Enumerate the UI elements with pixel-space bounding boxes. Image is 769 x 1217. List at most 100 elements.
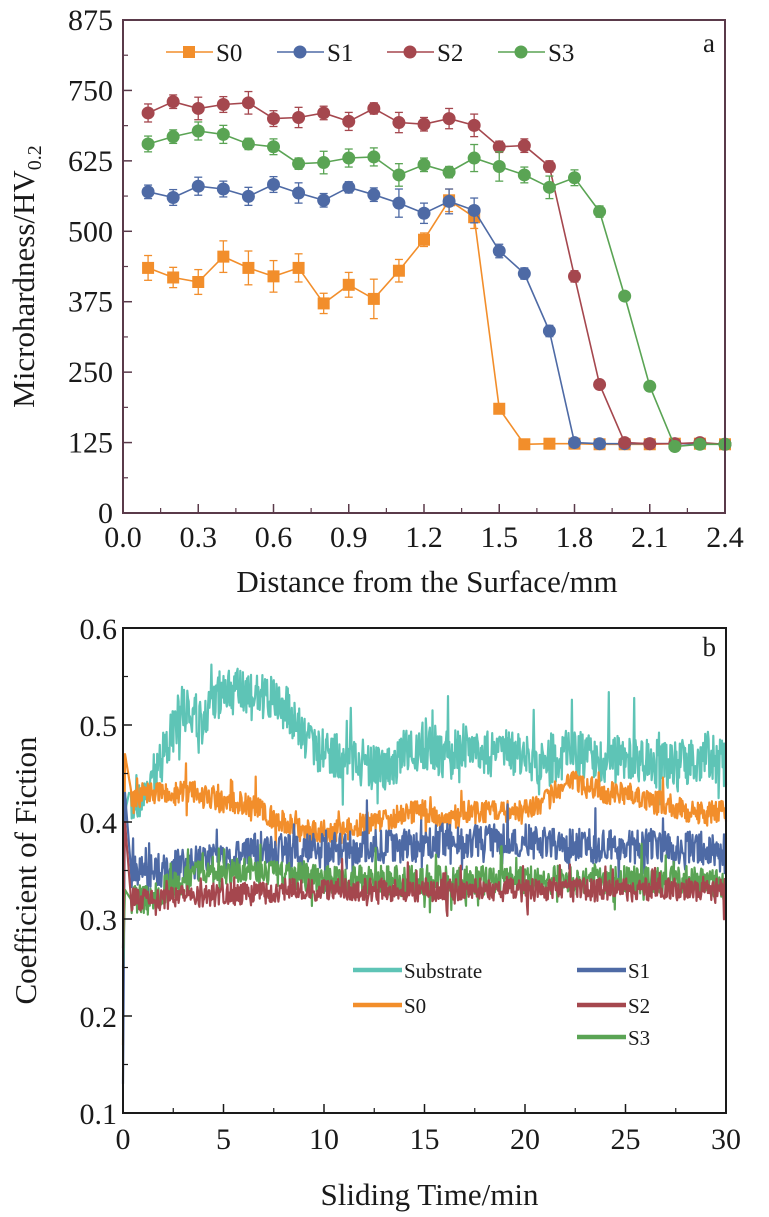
chart-a-point-s3 (292, 157, 306, 171)
chart-a-point-s2 (492, 140, 506, 154)
chart-a-y-tick-label: 375 (68, 286, 113, 319)
chart-a-y-tick-label: 625 (68, 145, 113, 178)
chart-a-y-tick-label: 250 (68, 356, 113, 389)
chart-a-point-s3 (542, 180, 556, 194)
chart-a-point-s0 (142, 261, 155, 274)
chart-a-point-s3 (643, 379, 657, 393)
chart-a-point-s0 (518, 438, 531, 451)
chart-a-x-tick-label: 0.6 (255, 521, 293, 554)
chart-b-legend-item-s3: S3 (577, 1026, 650, 1050)
chart-a-x-tick-label: 1.8 (556, 521, 594, 554)
chart-a-point-s0 (317, 297, 330, 310)
chart-a-point-s2 (467, 118, 481, 132)
chart-a-x-tick-label: 0.9 (330, 521, 368, 554)
chart-a-y-tick-label: 500 (68, 215, 113, 248)
chart-a-point-s2 (517, 139, 531, 153)
chart-b-legend-label: S0 (404, 994, 426, 1018)
chart-a-point-s0 (292, 261, 305, 274)
chart-a-point-s2 (442, 112, 456, 126)
chart-a-point-s3 (367, 150, 381, 164)
chart-b-x-tick-label: 15 (410, 1123, 440, 1156)
chart-a-panel-label: a (703, 28, 715, 58)
chart-b-line-s0 (121, 752, 728, 1046)
chart-b-x-axis-title: Sliding Time/min (321, 1177, 539, 1212)
chart-a-point-s3 (267, 140, 280, 154)
chart-b-line-s3 (121, 842, 728, 968)
chart-a-point-s1 (392, 196, 406, 210)
chart-a-point-s3 (191, 124, 205, 138)
chart-a-y-tick-label: 875 (68, 4, 113, 37)
chart-a-legend-item-s0: S0 (166, 40, 242, 67)
chart-a-legend-label: S0 (216, 40, 242, 67)
chart-a-point-s3 (342, 151, 356, 165)
chart-a-point-s3 (442, 165, 456, 179)
chart-a-point-s0 (367, 292, 380, 305)
chart-b-x-tick-label: 10 (309, 1123, 339, 1156)
chart-a-y-tick-label: 750 (68, 74, 113, 107)
chart-a-line-s2 (147, 100, 726, 446)
chart-a-y-axis-title: Microhardness/HV0.2 (6, 145, 46, 408)
chart-a-point-s3 (517, 168, 531, 182)
chart-a-point-s0 (418, 233, 430, 246)
chart-a-point-s1 (568, 436, 581, 450)
chart-a-legend-label: S1 (327, 40, 353, 67)
chart-b-legend-label: S1 (628, 959, 650, 983)
chart-a-point-s2 (367, 101, 381, 115)
chart-b-ticks: 0 5 10 15 20 25 30 0.1 0.2 0.3 0.4 0.5 0.6 (80, 613, 742, 1156)
chart-a-x-tick-label: 2.4 (706, 521, 744, 554)
chart-a-point-s0 (267, 270, 280, 283)
chart-a-point-s3 (693, 437, 707, 451)
chart-a-point-s0 (242, 261, 255, 274)
chart-a-point-s1 (417, 206, 431, 220)
chart-a-point-s1 (166, 190, 180, 204)
chart-a-legend-marker (183, 46, 195, 58)
chart-a-x-axis-title: Distance from the Surface/mm (236, 564, 617, 599)
chart-a-point-s1 (292, 186, 306, 200)
chart-a-point-s3 (593, 205, 607, 219)
chart-a-point-s1 (542, 324, 556, 338)
chart-a-point-s2 (643, 437, 657, 451)
chart-a-legend-label: S2 (437, 40, 463, 67)
chart-a-line-s0 (147, 199, 726, 446)
chart-a-point-s0 (192, 275, 205, 288)
chart-a-series-s0 (142, 188, 731, 451)
chart-b-x-tick-label: 20 (510, 1123, 540, 1156)
chart-b-legend-item-s1: S1 (577, 959, 650, 983)
chart-a-point-s1 (593, 437, 607, 451)
chart-b-coefficient-of-friction: 0 5 10 15 20 25 30 0.1 0.2 0.3 0.4 0.5 0.6 Substrate… (8, 613, 741, 1212)
chart-a-point-s0 (342, 278, 355, 291)
chart-a-point-s0 (167, 271, 180, 284)
chart-a-point-s1 (191, 179, 205, 193)
chart-a-ticks: 0.0 0.3 0.6 0.9 1.2 1.5 1.8 2.1 2.4 0 125 250 375 500… (68, 4, 744, 554)
chart-a-x-tick-label: 0.0 (104, 521, 142, 554)
chart-a-point-s3 (668, 440, 682, 454)
chart-b-plot-area (121, 663, 728, 1084)
chart-a-series-s1 (141, 175, 732, 451)
chart-a-legend-item-s2: S2 (387, 40, 463, 67)
chart-a-point-s1 (317, 193, 331, 207)
chart-a-point-s1 (342, 180, 356, 194)
chart-a-line-s3 (147, 130, 725, 448)
chart-a-legend-label: S3 (548, 40, 574, 67)
chart-a-point-s2 (191, 101, 205, 115)
chart-a-point-s3 (216, 127, 230, 141)
chart-a-x-tick-label: 0.3 (180, 521, 218, 554)
chart-a-point-s3 (568, 171, 581, 185)
chart-a-point-s1 (216, 182, 230, 196)
chart-a-point-s0 (543, 437, 556, 450)
chart-a-line-s1 (147, 183, 726, 446)
chart-a-y-axis-title-main: Microhardness/HV (6, 170, 41, 408)
chart-a-point-s2 (292, 110, 306, 124)
chart-b-legend-item-substrate: Substrate (353, 959, 482, 983)
chart-b-y-axis-title: Coefficient of Fiction (8, 736, 43, 1005)
chart-b-x-tick-label: 5 (216, 1123, 231, 1156)
chart-b-y-tick-label: 0.5 (80, 710, 118, 743)
chart-a-legend-marker (403, 45, 417, 59)
chart-b-y-tick-label: 0.6 (80, 613, 118, 646)
chart-a-point-s2 (392, 116, 406, 130)
chart-a-point-s2 (141, 106, 155, 120)
chart-b-x-tick-label: 25 (611, 1123, 641, 1156)
chart-b-panel-label: b (703, 632, 717, 662)
chart-a-point-s3 (241, 137, 255, 151)
